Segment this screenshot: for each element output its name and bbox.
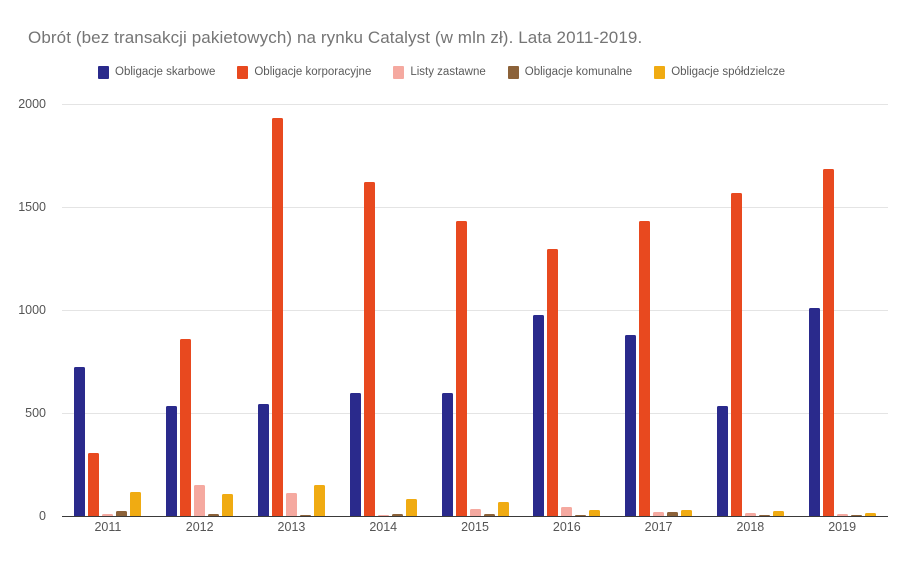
bar[interactable] — [469, 508, 481, 516]
legend-label: Listy zastawne — [410, 66, 486, 78]
legend-swatch-icon — [654, 65, 666, 79]
legend-item-1[interactable]: Obligacje korporacyjne — [237, 65, 372, 79]
legend-label: Obligacje korporacyjne — [254, 66, 372, 78]
bar[interactable] — [102, 513, 114, 516]
x-tick-label: 2019 — [828, 520, 857, 534]
bar[interactable] — [744, 512, 756, 516]
bar[interactable] — [533, 315, 545, 516]
bar[interactable] — [667, 511, 679, 516]
x-tick-label: 2016 — [552, 520, 581, 534]
chart-title: Obrót (bez transakcji pakietowych) na ry… — [28, 28, 643, 47]
bar[interactable] — [285, 493, 297, 516]
legend-swatch-icon — [237, 65, 249, 79]
bar[interactable] — [808, 307, 820, 516]
bar[interactable] — [377, 514, 389, 516]
bar[interactable] — [194, 485, 206, 516]
bar-groups — [62, 104, 888, 516]
bar[interactable] — [391, 513, 403, 516]
x-tick-label: 2014 — [369, 520, 398, 534]
bar[interactable] — [483, 513, 495, 516]
gridline-2000 — [62, 104, 888, 105]
bar[interactable] — [405, 498, 417, 516]
bar[interactable] — [836, 513, 848, 516]
bar-group-2012 — [154, 104, 246, 516]
bar-group-2015 — [429, 104, 521, 516]
bar[interactable] — [772, 511, 784, 516]
bar-group-2016 — [521, 104, 613, 516]
x-tick-label: 2011 — [94, 520, 122, 534]
bar[interactable] — [130, 492, 142, 516]
bar[interactable] — [864, 512, 876, 516]
x-tick-label: 2017 — [644, 520, 673, 534]
x-tick-label: 2012 — [185, 520, 214, 534]
bar[interactable] — [74, 366, 86, 516]
bar[interactable] — [208, 514, 220, 516]
legend-item-0[interactable]: Obligacje skarbowe — [98, 65, 216, 79]
bar[interactable] — [455, 221, 467, 516]
bar[interactable] — [257, 403, 269, 516]
bar[interactable] — [730, 192, 742, 516]
bar[interactable] — [299, 514, 311, 516]
bar[interactable] — [222, 494, 234, 516]
bar-group-2019 — [796, 104, 888, 516]
bar[interactable] — [88, 453, 100, 516]
bar[interactable] — [116, 510, 128, 516]
bar[interactable] — [716, 406, 728, 516]
y-axis: 0 500 1000 1500 2000 — [0, 97, 54, 523]
bar[interactable] — [497, 501, 509, 516]
legend-item-2[interactable]: Listy zastawne — [393, 65, 486, 79]
x-axis-baseline — [62, 515, 888, 517]
bar-group-2017 — [613, 104, 705, 516]
gridline-1000 — [62, 310, 888, 311]
bar[interactable] — [653, 512, 665, 516]
legend-label: Obligacje komunalne — [524, 66, 633, 78]
x-axis: 2011 2012 2013 2014 2015 2016 2017 2018 2019 — [62, 520, 888, 542]
bar[interactable] — [547, 249, 559, 516]
y-tick-label: 0 — [39, 509, 46, 523]
legend-item-3[interactable]: Obligacje komunalne — [507, 65, 633, 79]
bar[interactable] — [758, 514, 770, 516]
bar[interactable] — [561, 506, 573, 516]
bar[interactable] — [349, 393, 361, 516]
bar[interactable] — [441, 393, 453, 516]
legend-label: Obligacje skarbowe — [115, 66, 216, 78]
legend-swatch-icon — [507, 65, 519, 79]
legend-item-4[interactable]: Obligacje spółdzielcze — [654, 65, 785, 79]
bar[interactable] — [313, 485, 325, 516]
bar-group-2018 — [704, 104, 796, 516]
bar[interactable] — [180, 338, 192, 516]
gridline-1500 — [62, 207, 888, 208]
bar[interactable] — [363, 182, 375, 516]
bar-group-2011 — [62, 104, 154, 516]
bar[interactable] — [271, 118, 283, 516]
bar-group-2014 — [337, 104, 429, 516]
plot-area — [62, 104, 888, 517]
x-tick-label: 2013 — [277, 520, 306, 534]
legend-swatch-icon — [98, 65, 109, 79]
bar[interactable] — [822, 168, 834, 516]
bar-group-2013 — [246, 104, 338, 516]
bar[interactable] — [625, 334, 637, 516]
legend-label: Obligacje spółdzielcze — [671, 66, 785, 78]
bar[interactable] — [681, 510, 693, 516]
y-tick-label: 500 — [25, 406, 46, 420]
x-tick-label: 2015 — [461, 520, 489, 534]
bar[interactable] — [639, 221, 651, 516]
y-tick-label: 2000 — [18, 97, 46, 111]
x-tick-label: 2018 — [736, 520, 765, 534]
legend-swatch-icon — [393, 65, 405, 79]
gridline-500 — [62, 413, 888, 414]
bar[interactable] — [166, 405, 178, 516]
y-tick-label: 1000 — [18, 303, 46, 317]
bar[interactable] — [589, 509, 601, 516]
y-tick-label: 1500 — [18, 200, 46, 214]
chart-legend: Obligacje skarbowe Obligacje korporacyjne… — [98, 65, 785, 79]
